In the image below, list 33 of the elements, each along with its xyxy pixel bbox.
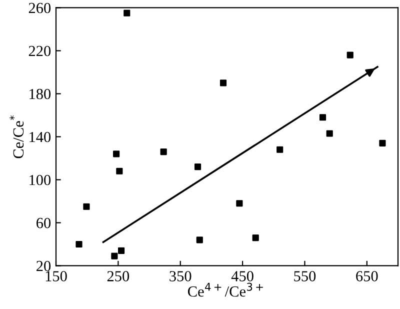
point <box>76 240 82 248</box>
point <box>160 148 167 156</box>
point <box>124 10 130 16</box>
point <box>194 164 202 170</box>
point <box>111 252 118 260</box>
point <box>379 140 386 146</box>
y-tick-label: 260 <box>28 2 51 14</box>
point <box>196 236 203 244</box>
point <box>116 168 123 174</box>
y-tick-label: 60 <box>36 218 51 228</box>
point <box>326 130 333 137</box>
x-tick-label: 650 <box>356 271 378 282</box>
point <box>220 80 227 86</box>
y-tick-label: 220 <box>28 46 51 56</box>
x-tick-label: 550 <box>294 271 316 282</box>
point <box>118 247 125 254</box>
x-tick-label: 250 <box>107 271 130 282</box>
y-tick-label: 100 <box>30 174 51 186</box>
y-tick-label: 20 <box>36 260 51 272</box>
y-axis-title: Ce/Ce$^{*}$ <box>10 115 24 158</box>
y-tick-label: 140 <box>30 132 51 142</box>
point <box>83 203 90 210</box>
point <box>252 234 259 242</box>
point <box>113 150 120 158</box>
y-tick-label: 180 <box>30 88 51 100</box>
x-axis-title: Ce$^{4+}$/Ce$^{3+}$ <box>188 282 263 297</box>
x-tick-label: 150 <box>46 271 67 282</box>
point <box>319 114 326 121</box>
point <box>236 200 243 207</box>
x-tick-label: 450 <box>231 271 254 282</box>
point <box>346 52 354 58</box>
point <box>276 146 284 153</box>
x-tick-label: 350 <box>170 271 192 282</box>
